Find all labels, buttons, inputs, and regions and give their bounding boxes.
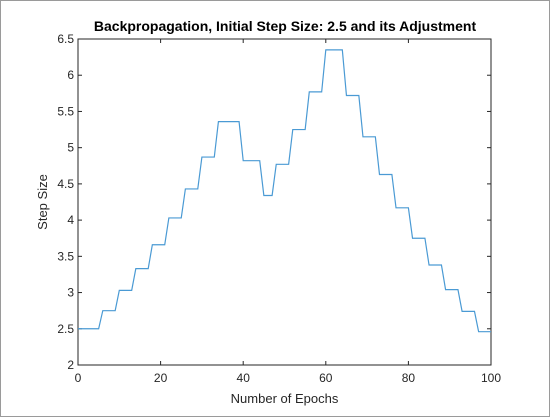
x-tick-label-5: 100	[481, 371, 501, 385]
y-tick-label-2: 3	[67, 286, 74, 300]
y-tick-label-6: 5	[67, 141, 74, 155]
x-tick-label-4: 80	[402, 371, 416, 385]
step-size-line	[78, 49, 491, 333]
y-tick-label-0: 2	[67, 358, 74, 372]
y-tick-label-9: 6.5	[57, 32, 74, 46]
y-tick-label-1: 2.5	[57, 322, 74, 336]
y-axis-label: Step Size	[35, 174, 50, 230]
plot-area	[77, 38, 492, 366]
x-tick-label-0: 0	[75, 371, 82, 385]
y-tick-label-5: 4.5	[57, 177, 74, 191]
y-tick-label-7: 5.5	[57, 104, 74, 118]
chart-title: Backpropagation, Initial Step Size: 2.5 …	[94, 18, 477, 34]
y-tick-label-3: 3.5	[57, 249, 74, 263]
x-tick-label-2: 40	[237, 371, 251, 385]
x-tick-label-1: 20	[154, 371, 168, 385]
x-tick-label-3: 60	[319, 371, 333, 385]
x-axis-label: Number of Epochs	[231, 391, 339, 406]
y-tick-label-4: 4	[67, 213, 74, 227]
y-axis: 2 2.5 3 3.5 4 4.5 5 5.5 6 6.5	[57, 32, 491, 372]
x-axis: 0 20 40 60 80 100	[75, 39, 501, 385]
y-tick-label-8: 6	[67, 68, 74, 82]
